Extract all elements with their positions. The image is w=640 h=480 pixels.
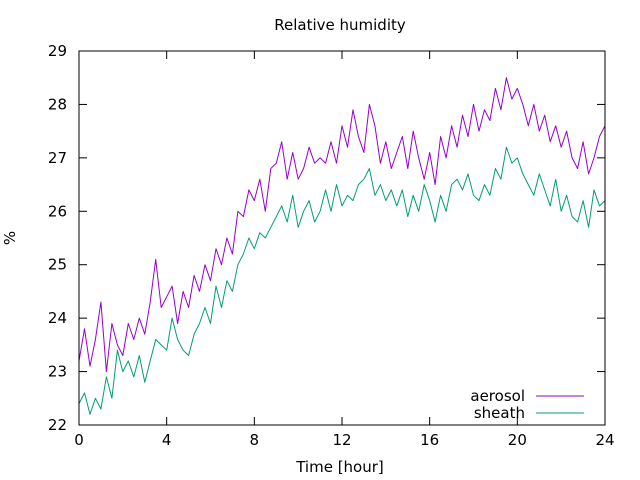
plot-frame [78,50,606,426]
x-tick-label-4: 16 [420,431,439,449]
y-tick-label-1: 23 [48,363,67,381]
axis-ticks [78,50,606,426]
legend-label-sheath: sheath [474,404,525,422]
y-tick-label-7: 29 [48,42,67,60]
y-tick-label-0: 22 [48,416,67,434]
x-tick-label-5: 20 [508,431,527,449]
y-tick-label-6: 28 [48,95,67,113]
series-line-aerosol [78,77,606,373]
x-tick-label-0: 0 [74,431,84,449]
x-tick-label-1: 4 [162,431,172,449]
x-tick-labels: 0 4 8 12 16 20 24 [74,431,614,449]
series-lines [78,77,606,415]
chart-title: Relative humidity [274,16,406,34]
x-tick-label-2: 8 [250,431,260,449]
y-axis-label: % [1,231,19,245]
series-line-sheath [78,146,606,415]
y-tick-labels: 22 23 24 25 26 27 28 29 [48,42,67,434]
x-axis-label: Time [hour] [295,458,384,476]
y-tick-label-5: 27 [48,149,67,167]
y-tick-label-3: 25 [48,256,67,274]
y-tick-label-4: 26 [48,202,67,220]
legend-label-aerosol: aerosol [470,387,525,405]
y-tick-label-2: 24 [48,309,67,327]
x-tick-label-6: 24 [595,431,614,449]
x-tick-label-3: 12 [332,431,351,449]
legend: aerosol sheath [470,387,584,422]
